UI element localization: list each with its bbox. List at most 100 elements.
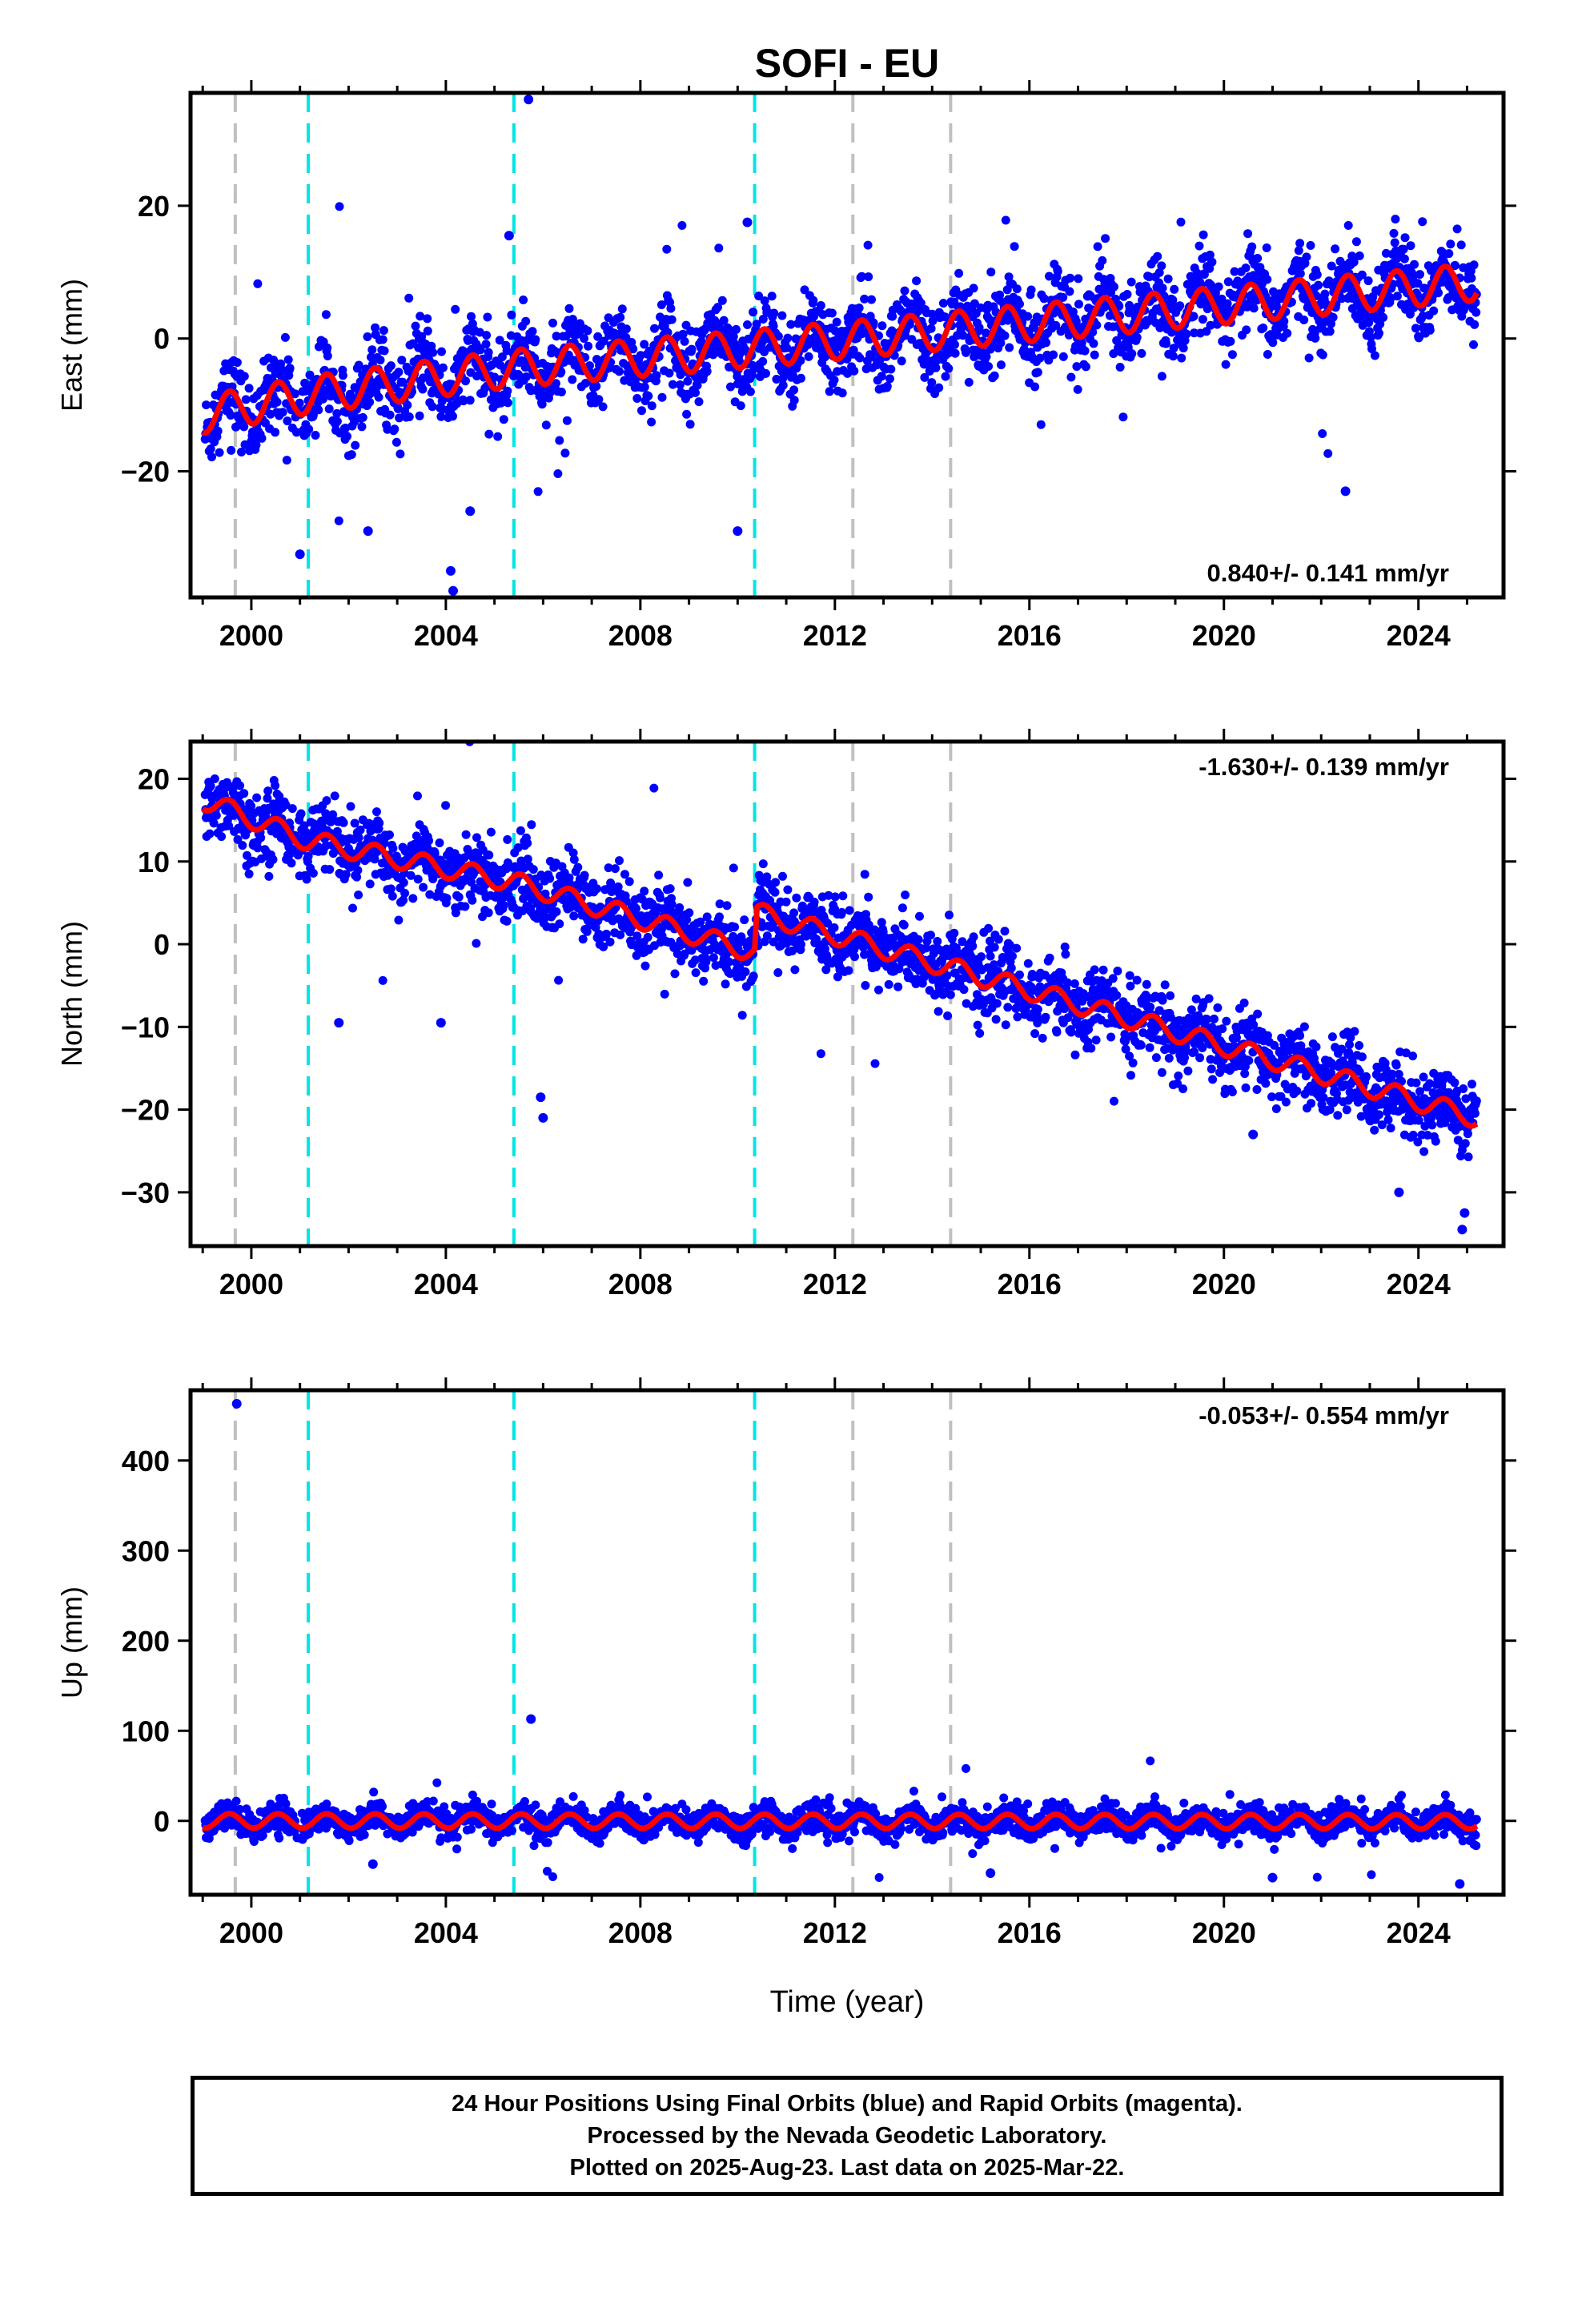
- data-point: [1410, 259, 1419, 269]
- data-point: [1411, 324, 1420, 333]
- data-point: [390, 424, 400, 434]
- data-point: [281, 800, 291, 810]
- data-point: [732, 324, 741, 334]
- data-point: [624, 877, 634, 887]
- data-point: [1299, 1022, 1309, 1031]
- data-point: [1366, 332, 1375, 342]
- outlier-point: [445, 565, 456, 576]
- data-point: [1399, 244, 1408, 254]
- data-point: [551, 379, 560, 388]
- data-point: [379, 838, 389, 848]
- data-point: [685, 908, 694, 918]
- data-point: [913, 935, 923, 944]
- data-point: [676, 370, 685, 380]
- data-point: [459, 396, 468, 406]
- data-point: [683, 376, 693, 386]
- data-point: [715, 899, 725, 909]
- data-point: [387, 891, 397, 901]
- outlier-point: [295, 549, 305, 560]
- x-tick-label: 2004: [414, 619, 478, 652]
- data-point: [339, 818, 348, 827]
- data-point: [252, 793, 262, 802]
- data-point: [541, 420, 551, 430]
- data-point: [257, 433, 267, 443]
- data-point: [263, 794, 272, 803]
- data-point: [438, 363, 448, 372]
- data-point: [816, 1049, 825, 1059]
- data-point: [428, 402, 437, 412]
- data-point: [1128, 1058, 1138, 1068]
- data-point: [640, 961, 650, 971]
- data-point: [1226, 336, 1235, 346]
- data-point: [386, 884, 396, 894]
- data-point: [499, 415, 508, 424]
- data-point: [845, 906, 854, 915]
- data-point: [247, 802, 256, 810]
- data-point: [722, 901, 732, 911]
- data-point: [749, 308, 758, 317]
- north-panel: 2000 2004 2008 2012 2016 2020 2024−30−20−10010…: [55, 729, 1516, 1301]
- data-point: [264, 871, 274, 881]
- data-point: [893, 982, 903, 991]
- data-point: [1012, 284, 1022, 294]
- data-point: [1389, 228, 1399, 238]
- data-point: [1268, 338, 1278, 348]
- data-point: [263, 786, 273, 796]
- outlier-point: [733, 526, 743, 537]
- data-point: [1222, 1016, 1231, 1026]
- data-point: [1064, 330, 1074, 340]
- data-point: [962, 348, 970, 357]
- data-point: [986, 344, 995, 354]
- data-point: [347, 450, 356, 460]
- data-point: [418, 384, 428, 394]
- data-point: [1061, 950, 1070, 959]
- data-point: [667, 899, 677, 909]
- data-point: [580, 379, 590, 388]
- data-point: [1411, 1078, 1421, 1088]
- data-point: [656, 924, 666, 934]
- data-point: [1367, 344, 1376, 354]
- data-point: [1001, 1020, 1010, 1030]
- data-point: [423, 314, 432, 324]
- data-point: [882, 381, 892, 391]
- data-point: [1073, 384, 1082, 394]
- data-point: [472, 939, 481, 948]
- data-point: [1243, 229, 1253, 239]
- data-point: [371, 323, 380, 332]
- data-point: [1045, 953, 1054, 963]
- data-point: [916, 299, 926, 308]
- data-point: [1295, 1031, 1305, 1040]
- data-point: [493, 432, 503, 441]
- data-point: [1370, 351, 1379, 360]
- data-point: [830, 326, 840, 336]
- data-point: [1074, 300, 1083, 309]
- data-point: [291, 428, 301, 437]
- data-point: [1038, 1033, 1047, 1043]
- data-point: [332, 408, 342, 418]
- data-point: [1070, 1050, 1080, 1059]
- data-point: [430, 849, 440, 858]
- data-point: [1088, 328, 1098, 337]
- data-point: [1218, 1024, 1227, 1034]
- data-point: [227, 445, 236, 455]
- data-point: [767, 292, 777, 301]
- data-point: [1163, 274, 1173, 283]
- data-point: [437, 347, 446, 356]
- data-point: [351, 440, 360, 450]
- data-point: [758, 356, 768, 366]
- data-point: [314, 405, 323, 415]
- data-point: [302, 875, 311, 884]
- data-point: [1045, 271, 1054, 281]
- data-point: [385, 830, 394, 839]
- data-point: [569, 854, 579, 864]
- data-point: [789, 396, 799, 405]
- data-point: [682, 409, 692, 419]
- data-point: [1391, 215, 1400, 224]
- data-point: [620, 870, 629, 879]
- data-point: [1431, 1136, 1440, 1146]
- data-point: [758, 859, 768, 869]
- data-point: [1415, 270, 1424, 279]
- data-point: [899, 920, 909, 930]
- data-point: [1166, 991, 1175, 1000]
- data-point: [668, 380, 677, 389]
